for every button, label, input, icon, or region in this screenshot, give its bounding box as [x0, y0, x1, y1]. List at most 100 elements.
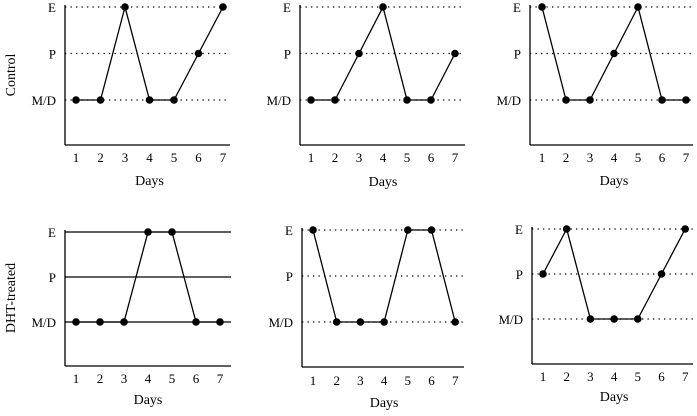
data-point: [219, 3, 227, 11]
x-tick-label: 4: [380, 150, 387, 165]
data-point: [634, 3, 642, 11]
data-point: [120, 318, 128, 326]
x-tick-label: 2: [563, 369, 570, 384]
y-tick-label: P: [284, 47, 291, 62]
y-tick-label: E: [513, 0, 521, 15]
data-point: [145, 96, 154, 104]
x-tick-label: 6: [195, 150, 202, 165]
x-tick-label: 1: [539, 150, 546, 165]
data-point: [451, 318, 460, 326]
panel-6: M/D P E 1 2 3 4 5 6 7 Days: [498, 222, 693, 405]
data-point: [356, 318, 365, 326]
x-axis-title: Days: [135, 174, 164, 189]
y-tick-label: P: [49, 270, 56, 285]
data-point: [634, 315, 642, 323]
x-tick-label: 1: [308, 150, 315, 165]
x-tick-label: 3: [587, 150, 594, 165]
x-tick-label: 1: [73, 150, 80, 165]
x-tick-label: 3: [122, 150, 129, 165]
x-tick-label: 7: [220, 150, 227, 165]
panel-4: M/D P E 1 2 3 4 5 6 7 Days: [31, 225, 231, 408]
x-tick-label: 1: [540, 369, 547, 384]
x-tick-label: 4: [381, 373, 388, 388]
y-tick-label: M/D: [268, 315, 293, 330]
data-point: [610, 315, 618, 323]
y-tick-label: M/D: [31, 93, 56, 108]
data-point: [332, 318, 341, 326]
x-tick-label: 3: [356, 150, 363, 165]
x-axis-title: Days: [370, 396, 399, 411]
y-tick-label: E: [515, 222, 523, 237]
panel-5: M/D P E 1 2 3 4 5 6 7 Days: [268, 223, 464, 411]
panel-2: M/D P E 1 2 3 4 5 6 7 Days: [266, 0, 465, 190]
y-tick-label: E: [285, 223, 293, 238]
x-tick-label: 6: [193, 371, 200, 386]
x-tick-label: 2: [332, 150, 339, 165]
panel-1: M/D P E 1 2 3 4 5 6 7 Days: [31, 0, 230, 189]
x-axis-title: Days: [600, 390, 629, 405]
data-point: [192, 318, 200, 326]
data-point: [562, 96, 570, 104]
x-tick-label: 7: [683, 150, 690, 165]
panel-3: M/D P E 1 2 3 4 5 6 7 Days: [496, 0, 693, 189]
x-tick-label: 3: [121, 371, 128, 386]
data-point: [72, 96, 80, 104]
data-point: [309, 226, 317, 234]
y-tick-label: P: [516, 267, 523, 282]
data-point: [355, 49, 363, 58]
y-tick-label: P: [514, 47, 521, 62]
x-tick-label: 6: [659, 150, 666, 165]
data-point: [331, 96, 339, 104]
y-tick-label: M/D: [498, 312, 523, 327]
x-axis-title: Days: [369, 175, 398, 190]
data-point: [682, 96, 690, 104]
x-axis-title: Days: [134, 393, 163, 408]
data-point: [586, 315, 595, 323]
y-tick-label: P: [286, 269, 293, 284]
x-tick-label: 6: [428, 150, 435, 165]
data-point: [144, 228, 152, 236]
y-tick-label: E: [48, 225, 56, 240]
x-tick-label: 5: [404, 150, 411, 165]
x-tick-label: 5: [171, 150, 178, 165]
x-tick-label: 7: [452, 373, 459, 388]
x-tick-label: 4: [146, 150, 153, 165]
x-tick-label: 2: [97, 150, 104, 165]
data-point: [539, 270, 547, 278]
row-label-dht-treated: DHT-treated: [4, 263, 19, 333]
x-tick-label: 4: [611, 369, 618, 384]
y-tick-label: M/D: [31, 315, 56, 330]
data-point: [216, 318, 224, 326]
y-tick-label: M/D: [496, 93, 521, 108]
x-tick-label: 4: [611, 150, 618, 165]
x-tick-label: 2: [563, 150, 570, 165]
x-tick-label: 3: [587, 369, 594, 384]
data-point: [586, 96, 594, 104]
x-tick-label: 2: [333, 373, 340, 388]
data-point: [658, 96, 666, 104]
data-point: [72, 318, 80, 326]
data-point: [307, 96, 315, 104]
data-point: [170, 96, 178, 104]
data-point: [562, 225, 571, 233]
data-point: [427, 96, 435, 104]
data-point: [380, 318, 388, 326]
y-tick-label: E: [48, 0, 56, 15]
x-tick-label: 6: [428, 373, 435, 388]
data-point: [657, 270, 666, 278]
y-tick-label: M/D: [266, 93, 291, 108]
x-tick-label: 7: [217, 371, 224, 386]
x-tick-label: 3: [357, 373, 364, 388]
x-tick-label: 5: [169, 371, 176, 386]
data-point: [168, 228, 176, 236]
x-tick-label: 7: [682, 369, 689, 384]
x-tick-label: 7: [452, 150, 459, 165]
y-tick-label: P: [49, 47, 56, 62]
x-axis-title: Days: [600, 174, 629, 189]
data-point: [96, 96, 105, 104]
data-point: [427, 226, 436, 234]
data-point: [681, 225, 689, 233]
x-tick-label: 5: [635, 150, 642, 165]
series-line: [312, 229, 456, 323]
